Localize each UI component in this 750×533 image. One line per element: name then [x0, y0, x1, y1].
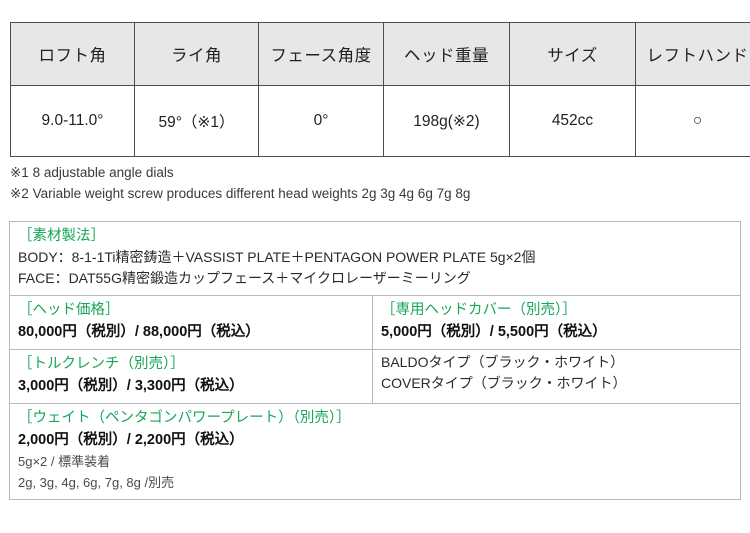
footnote-2: ※2 Variable weight screw produces differ…: [10, 186, 471, 201]
section-head-price-heading: ［ヘッド価格］: [18, 302, 120, 318]
header-head-weight: ヘッド重量: [383, 22, 510, 86]
section-head-cover-heading: ［専用ヘッドカバー（別売）］: [381, 302, 577, 318]
section-weight: ［ウェイト（ペンタゴンパワープレート）（別売）］ 2,000円（税別）/ 2,2…: [10, 404, 740, 499]
section-head-cover-content: ［専用ヘッドカバー（別売）］ 5,000円（税別）/ 5,500円（税込）: [373, 296, 740, 349]
weight-optional-line: 2g, 3g, 4g, 6g, 7g, 8g /別売: [18, 475, 175, 490]
header-size: サイズ: [509, 22, 636, 86]
material-body-line: BODY：8-1-1Ti精密鋳造＋VASSIST PLATE＋PENTAGON …: [18, 249, 536, 265]
value-loft-angle: 9.0-11.0°: [10, 85, 135, 157]
head-cover-price-value: 5,000円（税別）/ 5,500円（税込）: [381, 324, 607, 340]
section-material-content: ［素材製法］ BODY：8-1-1Ti精密鋳造＋VASSIST PLATE＋PE…: [10, 222, 740, 295]
section-material: ［素材製法］ BODY：8-1-1Ti精密鋳造＋VASSIST PLATE＋PE…: [10, 222, 740, 296]
footnotes: ※1 8 adjustable angle dials ※2 Variable …: [10, 162, 741, 204]
header-lie-angle: ライ角: [134, 22, 259, 86]
section-material-heading: ［素材製法］: [18, 228, 105, 244]
torque-wrench-price-value: 3,000円（税別）/ 3,300円（税込）: [18, 378, 244, 394]
value-head-weight: 198g(※2): [383, 85, 510, 157]
head-cover-type-baldo: BALDOタイプ（ブラック・ホワイト）: [381, 354, 625, 370]
table-row: 9.0-11.0° 59°（※1） 0° 198g(※2) 452cc ○: [10, 85, 750, 157]
value-face-angle: 0°: [258, 85, 384, 157]
price-left-column: ［ヘッド価格］ 80,000円（税別）/ 88,000円（税込） ［トルクレンチ…: [10, 296, 373, 403]
section-head-cover: ［専用ヘッドカバー（別売）］ 5,000円（税別）/ 5,500円（税込）: [373, 296, 740, 350]
spec-table-container: ロフト角 ライ角 フェース角度 ヘッド重量 サイズ レフトハンド 9.0-11.…: [10, 22, 750, 157]
value-left-hand: ○: [635, 85, 750, 157]
section-torque-wrench-content: ［トルクレンチ（別売）］ 3,000円（税別）/ 3,300円（税込）: [10, 350, 372, 403]
value-size: 452cc: [509, 85, 636, 157]
header-face-angle: フェース角度: [258, 22, 384, 86]
section-torque-wrench: ［トルクレンチ（別売）］ 3,000円（税別）/ 3,300円（税込）: [10, 350, 372, 403]
header-loft-angle: ロフト角: [10, 22, 135, 86]
info-panel: ［素材製法］ BODY：8-1-1Ti精密鋳造＋VASSIST PLATE＋PE…: [9, 221, 741, 500]
head-cover-type-cover: COVERタイプ（ブラック・ホワイト）: [381, 375, 627, 391]
section-torque-wrench-heading: ［トルクレンチ（別売）］: [18, 356, 185, 372]
footnote-1: ※1 8 adjustable angle dials: [10, 165, 174, 180]
weight-price-value: 2,000円（税別）/ 2,200円（税込）: [18, 432, 244, 448]
section-head-price: ［ヘッド価格］ 80,000円（税別）/ 88,000円（税込）: [10, 296, 372, 350]
section-weight-heading: ［ウェイト（ペンタゴンパワープレート）（別売）］: [18, 410, 351, 426]
spec-table: ロフト角 ライ角 フェース角度 ヘッド重量 サイズ レフトハンド 9.0-11.…: [10, 22, 750, 157]
head-price-value: 80,000円（税別）/ 88,000円（税込）: [18, 324, 260, 340]
section-prices: ［ヘッド価格］ 80,000円（税別）/ 88,000円（税込） ［トルクレンチ…: [10, 296, 740, 404]
table-header-row: ロフト角 ライ角 フェース角度 ヘッド重量 サイズ レフトハンド: [10, 22, 750, 86]
price-right-column: ［専用ヘッドカバー（別売）］ 5,000円（税別）/ 5,500円（税込） BA…: [373, 296, 740, 403]
material-face-line: FACE：DAT55G精密鍛造カップフェース＋マイクロレーザーミーリング: [18, 270, 471, 286]
section-head-cover-types: BALDOタイプ（ブラック・ホワイト） COVERタイプ（ブラック・ホワイト）: [373, 350, 740, 400]
section-head-price-content: ［ヘッド価格］ 80,000円（税別）/ 88,000円（税込）: [10, 296, 372, 349]
section-head-cover-types-content: BALDOタイプ（ブラック・ホワイト） COVERタイプ（ブラック・ホワイト）: [373, 350, 740, 400]
header-left-hand: レフトハンド: [635, 22, 750, 86]
section-weight-content: ［ウェイト（ペンタゴンパワープレート）（別売）］ 2,000円（税別）/ 2,2…: [10, 404, 740, 499]
weight-standard-line: 5g×2 / 標準装着: [18, 454, 111, 469]
value-lie-angle: 59°（※1）: [134, 85, 259, 157]
